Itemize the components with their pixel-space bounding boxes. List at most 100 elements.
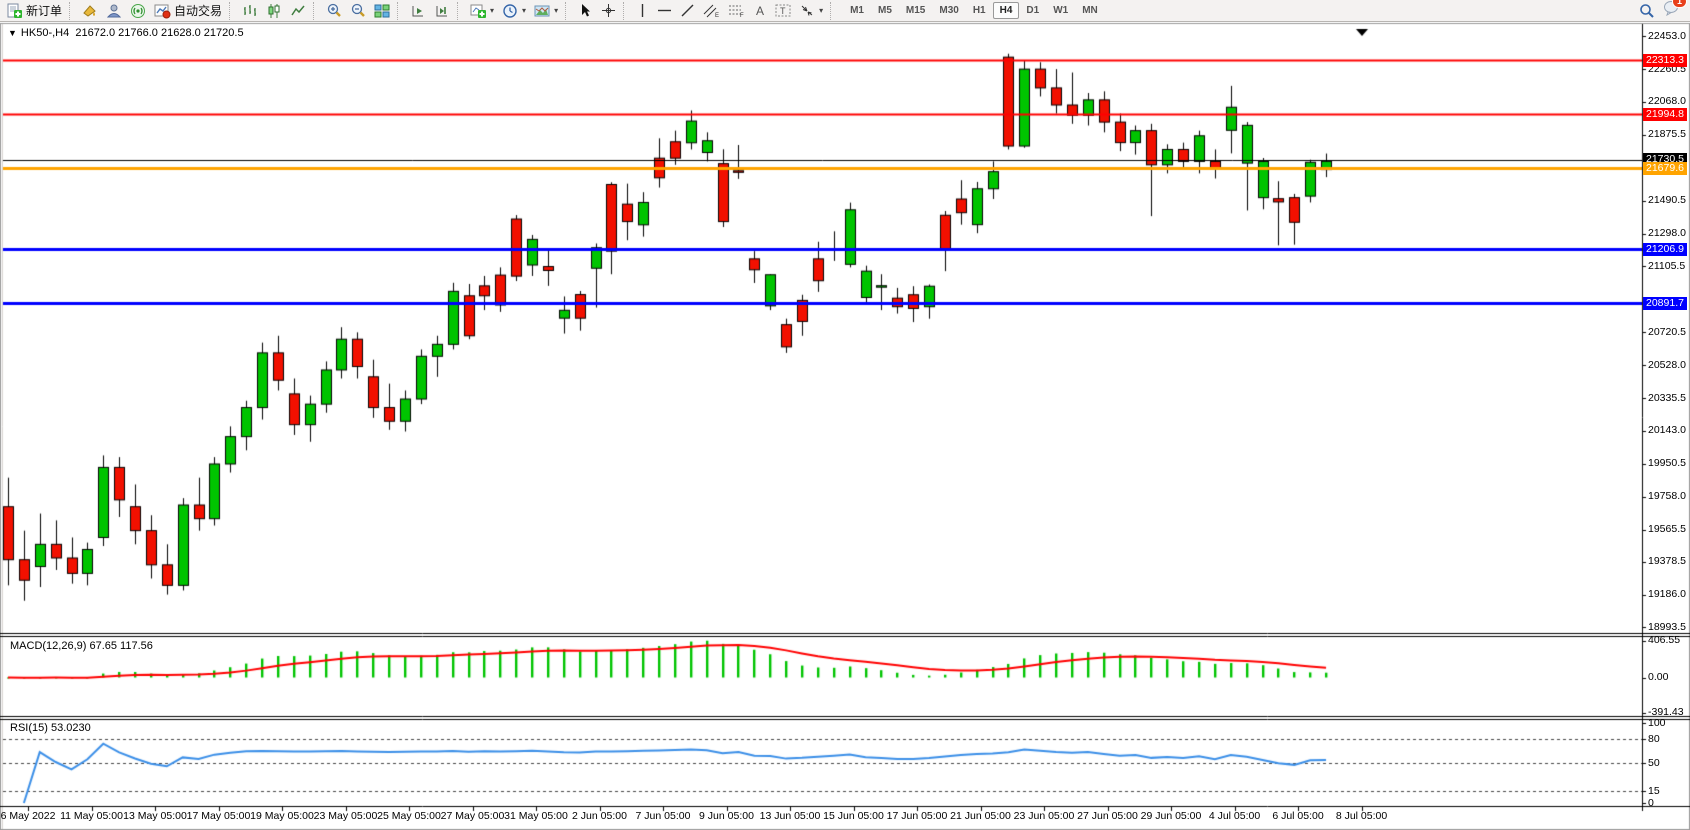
candlestick-chart-button[interactable] bbox=[262, 0, 286, 22]
timeframe-M5[interactable]: M5 bbox=[878, 5, 892, 16]
y-axis-label: 19565.5 bbox=[1648, 523, 1686, 536]
vertical-line-button[interactable] bbox=[632, 0, 653, 22]
templates-button[interactable]: ▾ bbox=[530, 0, 562, 22]
svg-text:F: F bbox=[740, 13, 744, 18]
timeframe-H1[interactable]: H1 bbox=[972, 5, 986, 16]
tile-windows-icon bbox=[374, 4, 390, 17]
expert-advisors-button[interactable] bbox=[102, 0, 126, 22]
timeframe-bar: M1 M5 M15 M30 H1 H4 D1 W1 MN bbox=[843, 1, 1105, 21]
chat-button[interactable]: 1 bbox=[1663, 0, 1687, 21]
trendline-button[interactable] bbox=[676, 0, 699, 22]
chart-symbol: HK50-,H4 bbox=[20, 27, 70, 39]
cursor-button[interactable] bbox=[574, 0, 597, 22]
text-button[interactable]: A bbox=[749, 0, 771, 22]
signal-icon bbox=[131, 3, 146, 18]
dropdown-caret: ▾ bbox=[819, 6, 824, 15]
bar-chart-icon bbox=[244, 4, 257, 16]
x-axis-date-label: 7 Jun 05:00 bbox=[635, 810, 691, 822]
y-axis-label: 21105.5 bbox=[1648, 259, 1686, 272]
autotrading-label: 自动交易 bbox=[174, 4, 223, 18]
x-axis-date-label: 23 May 05:00 bbox=[313, 810, 378, 822]
y-axis-label: 19378.5 bbox=[1648, 555, 1686, 568]
x-axis-date-label: 29 Jun 05:00 bbox=[1140, 810, 1202, 822]
paint-bucket-icon bbox=[83, 4, 96, 17]
line-chart-icon bbox=[291, 5, 305, 15]
autotrading-icon bbox=[154, 4, 171, 18]
toolbar: 新订单 自动交易 bbox=[0, 0, 1690, 22]
timeframe-MN[interactable]: MN bbox=[1082, 5, 1098, 16]
horizontal-line-icon bbox=[658, 9, 672, 12]
expert-advisor-icon bbox=[106, 4, 122, 17]
bar-chart-button[interactable] bbox=[238, 0, 262, 22]
toolbar-separator bbox=[229, 1, 235, 20]
y-axis-label: 19950.5 bbox=[1648, 457, 1686, 470]
autotrading-button[interactable]: 自动交易 bbox=[150, 0, 226, 22]
trendline-icon bbox=[681, 4, 694, 17]
candlestick-chart-icon bbox=[268, 3, 280, 18]
toolbar-separator bbox=[69, 1, 75, 20]
rsi-axis-label: 0 bbox=[1648, 796, 1654, 809]
y-axis-label: 22068.0 bbox=[1648, 95, 1686, 108]
toolbar-right: 1 bbox=[1639, 0, 1690, 21]
timeframe-M15[interactable]: M15 bbox=[905, 5, 926, 16]
fibonacci-button[interactable]: F bbox=[724, 0, 749, 22]
signals-button[interactable] bbox=[126, 0, 150, 22]
y-axis-label: 18993.5 bbox=[1648, 620, 1686, 633]
y-axis-label: 20335.5 bbox=[1648, 391, 1686, 404]
chart-end-icon bbox=[436, 5, 448, 16]
macd-label: MACD(12,26,9) 67.65 117.56 bbox=[10, 640, 153, 652]
timeframe-H4[interactable]: H4 bbox=[992, 2, 1020, 19]
vertical-line-icon bbox=[641, 4, 644, 17]
toolbar-separator bbox=[457, 1, 463, 20]
zoom-in-button[interactable] bbox=[322, 0, 346, 22]
y-axis-label: 20720.5 bbox=[1648, 325, 1686, 338]
horizontal-line-button[interactable] bbox=[653, 0, 676, 22]
timeframe-M1[interactable]: M1 bbox=[850, 5, 864, 16]
x-axis-date-label: 17 May 05:00 bbox=[186, 810, 251, 822]
svg-text:A: A bbox=[756, 4, 764, 18]
text-label-button[interactable]: T bbox=[771, 0, 795, 22]
tile-windows-button[interactable] bbox=[370, 0, 394, 22]
x-axis-date-label: 13 Jun 05:00 bbox=[759, 810, 821, 822]
price-badge: 22313.3 bbox=[1643, 53, 1687, 67]
new-chart-button[interactable]: ▾ bbox=[466, 0, 498, 22]
clock-icon bbox=[503, 3, 517, 18]
line-chart-button[interactable] bbox=[286, 0, 310, 22]
dropdown-caret: ▾ bbox=[490, 6, 495, 15]
new-chart-icon bbox=[470, 4, 487, 18]
x-axis-date-label: 19 May 05:00 bbox=[250, 810, 314, 822]
toolbar-separator bbox=[313, 1, 319, 20]
channel-button[interactable]: E bbox=[699, 0, 724, 22]
chart-play-icon bbox=[412, 5, 424, 16]
step-forward-button[interactable] bbox=[406, 0, 430, 22]
crosshair-button[interactable] bbox=[597, 0, 620, 22]
rsi-axis-label: 100 bbox=[1648, 716, 1666, 729]
price-badge: 20891.7 bbox=[1643, 296, 1687, 310]
new-order-button[interactable]: 新订单 bbox=[2, 0, 66, 22]
price-badge: 21679.6 bbox=[1643, 161, 1687, 175]
toolbar-separator bbox=[623, 1, 629, 20]
zoom-out-button[interactable] bbox=[346, 0, 370, 22]
styler-button[interactable] bbox=[78, 0, 102, 22]
timeframe-M30[interactable]: M30 bbox=[939, 5, 959, 16]
x-axis-date-label: 9 Jun 05:00 bbox=[699, 810, 754, 822]
arrows-icon bbox=[801, 5, 813, 16]
x-axis-date-label: 17 Jun 05:00 bbox=[886, 810, 948, 822]
svg-text:E: E bbox=[715, 13, 719, 18]
search-icon[interactable] bbox=[1639, 3, 1655, 19]
fibonacci-icon: F bbox=[729, 5, 744, 18]
price-badge: 21994.8 bbox=[1643, 107, 1687, 121]
x-axis-date-label: 31 May 05:00 bbox=[504, 810, 568, 822]
arrows-button[interactable]: ▾ bbox=[795, 0, 827, 22]
collapse-triangle-icon[interactable]: ▼ bbox=[8, 28, 17, 38]
x-axis-date-label: 25 May 05:00 bbox=[377, 810, 441, 822]
step-end-button[interactable] bbox=[430, 0, 454, 22]
macd-axis-label: 406.55 bbox=[1648, 634, 1681, 647]
periods-button[interactable]: ▾ bbox=[498, 0, 530, 22]
equidistant-channel-icon: E bbox=[703, 4, 719, 18]
timeframe-D1[interactable]: D1 bbox=[1026, 5, 1040, 16]
rsi-label: RSI(15) 53.0230 bbox=[10, 722, 91, 734]
timeframe-W1[interactable]: W1 bbox=[1053, 5, 1069, 16]
